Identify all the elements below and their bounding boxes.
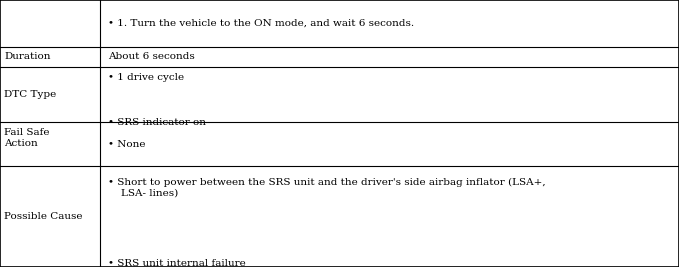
Text: Duration: Duration bbox=[4, 52, 50, 61]
Text: About 6 seconds: About 6 seconds bbox=[108, 52, 195, 61]
Text: • SRS indicator on: • SRS indicator on bbox=[108, 118, 206, 127]
Text: • Short to power between the SRS unit and the driver's side airbag inflator (LSA: • Short to power between the SRS unit an… bbox=[108, 178, 546, 198]
Text: • 1 drive cycle: • 1 drive cycle bbox=[108, 73, 184, 83]
Text: • SRS unit internal failure: • SRS unit internal failure bbox=[108, 259, 246, 267]
Text: Possible Cause: Possible Cause bbox=[4, 212, 83, 221]
Text: • None: • None bbox=[108, 140, 145, 149]
Text: DTC Type: DTC Type bbox=[4, 90, 56, 99]
Text: Fail Safe
Action: Fail Safe Action bbox=[4, 128, 50, 148]
Text: • 1. Turn the vehicle to the ON mode, and wait 6 seconds.: • 1. Turn the vehicle to the ON mode, an… bbox=[108, 19, 414, 28]
